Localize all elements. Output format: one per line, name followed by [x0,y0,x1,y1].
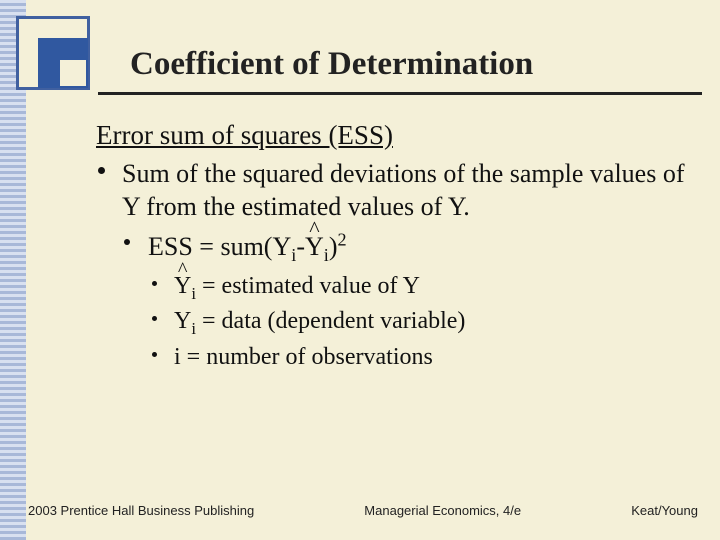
footer-right: Keat/Young [631,503,698,518]
definition-text: i = number of observations [174,344,433,370]
title-rule [98,92,702,95]
logo [16,16,96,96]
footer: 2003 Prentice Hall Business Publishing M… [28,503,698,518]
definition-text: Yi = data (dependent variable) [174,308,465,334]
bullet-level-3: Yi = data (dependent variable) [96,305,696,340]
bullet-level-3: i = number of observations [96,341,696,375]
content-area: Error sum of squares (ESS) Sum of the sq… [96,120,696,374]
definition-text: ^Yi = estimated value of Y [174,273,420,299]
subtitle: Error sum of squares (ESS) [96,120,696,151]
bullet-dot [152,352,157,357]
footer-left: 2003 Prentice Hall Business Publishing [28,503,254,518]
bullet-dot [124,239,130,245]
footer-center: Managerial Economics, 4/e [364,503,521,518]
page-title: Coefficient of Determination [130,46,533,83]
bullet-dot [98,167,105,174]
bullet-level-3: ^Yi = estimated value of Y [96,270,696,305]
bullet-dot [152,281,157,286]
bullet-dot [152,316,157,321]
bullet-text: Sum of the squared deviations of the sam… [122,159,684,221]
bullet-level-1: Sum of the squared deviations of the sam… [96,157,696,224]
